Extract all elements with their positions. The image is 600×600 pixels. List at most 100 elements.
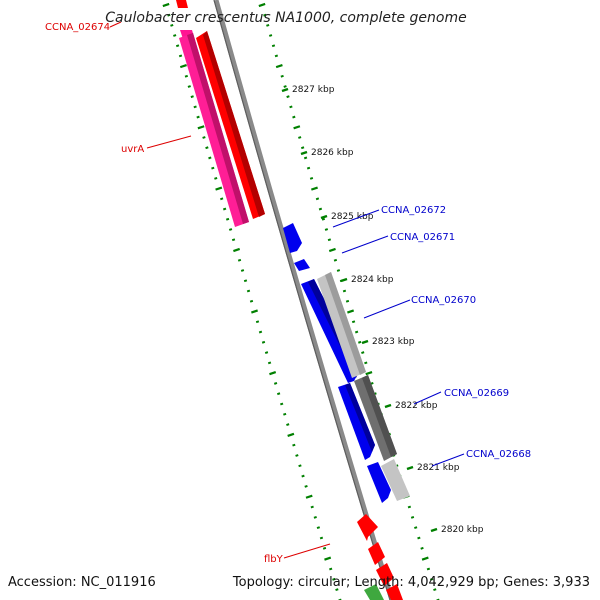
gene-label-ccna-02671[interactable]: CCNA_02671 bbox=[390, 232, 455, 243]
tick-mark bbox=[266, 23, 270, 27]
tick-mark bbox=[193, 105, 197, 109]
leader-ccna-02668 bbox=[431, 453, 465, 467]
tick-mark bbox=[410, 515, 415, 519]
tick-mark bbox=[420, 546, 424, 550]
tick-mark bbox=[231, 238, 236, 242]
tick-mark bbox=[258, 2, 266, 8]
tick-mark bbox=[167, 13, 171, 17]
tick-mark bbox=[329, 567, 333, 571]
kbp-tick-label: 2820 kbp bbox=[441, 525, 484, 535]
tick-mark bbox=[205, 146, 209, 150]
gene-feature-green[interactable] bbox=[364, 584, 384, 600]
accession-text: Accession: NC_011916 bbox=[8, 575, 156, 590]
tick-mark bbox=[251, 309, 258, 314]
tick-mark bbox=[335, 588, 339, 592]
tick-mark bbox=[315, 197, 320, 201]
tick-mark bbox=[283, 412, 287, 416]
gene-label-ccna-02674[interactable]: CCNA_02674 bbox=[45, 22, 110, 33]
gene-label-ccna-02672[interactable]: CCNA_02672 bbox=[381, 205, 446, 216]
tick-mark bbox=[286, 423, 290, 426]
gene-feature-ccna-02669[interactable] bbox=[338, 383, 375, 460]
kbp-tick-label: 2822 kbp bbox=[395, 401, 438, 411]
kbp-tick-label: 2821 kbp bbox=[417, 463, 460, 473]
tick-mark bbox=[310, 186, 318, 191]
gene-label-ccna-02670[interactable]: CCNA_02670 bbox=[411, 295, 476, 306]
tick-mark bbox=[269, 371, 277, 376]
tick-mark bbox=[309, 176, 314, 180]
gene-label-uvra[interactable]: uvrA bbox=[121, 144, 144, 155]
tick-mark bbox=[306, 166, 311, 170]
tick-mark bbox=[328, 247, 336, 253]
gene-feature-ccna-02668[interactable] bbox=[367, 462, 391, 503]
tick-mark bbox=[202, 136, 206, 139]
tick-mark bbox=[319, 536, 324, 540]
tick-mark bbox=[255, 320, 260, 324]
gene-label-flby[interactable]: flbY bbox=[264, 554, 284, 565]
tick-mark bbox=[211, 166, 215, 170]
kbp-tick-mark bbox=[320, 214, 328, 220]
tick-mark bbox=[276, 392, 281, 396]
gene-features bbox=[176, 0, 410, 600]
gene-feature-ccna-02672[interactable] bbox=[283, 223, 302, 253]
leader-ccna-02669 bbox=[413, 391, 442, 405]
tick-mark bbox=[179, 63, 187, 69]
tick-mark bbox=[289, 105, 293, 109]
tick-mark bbox=[322, 546, 327, 550]
tick-mark bbox=[310, 505, 314, 509]
tick-mark bbox=[414, 526, 418, 530]
tick-mark bbox=[228, 228, 233, 231]
tick-mark bbox=[208, 156, 212, 160]
tick-mark bbox=[301, 474, 305, 478]
gene-feature-ccna-02674-top[interactable] bbox=[176, 0, 188, 8]
gene-feature-red-small-3[interactable] bbox=[376, 563, 394, 586]
kbp-tick-mark bbox=[281, 87, 289, 93]
gene-feature-grey-dark-edge bbox=[362, 375, 397, 457]
label-leader-lines bbox=[109, 21, 465, 559]
tick-mark bbox=[258, 330, 263, 334]
gene-label-ccna-02669[interactable]: CCNA_02669 bbox=[444, 388, 509, 399]
tick-mark bbox=[184, 74, 189, 78]
tick-mark bbox=[225, 217, 230, 221]
gene-feature-grey-light-2[interactable] bbox=[381, 459, 410, 501]
tick-mark bbox=[240, 269, 245, 272]
tick-mark bbox=[354, 330, 359, 334]
gene-feature-red-small-2[interactable] bbox=[368, 542, 385, 565]
gene-feature-ccna-02669-shade bbox=[345, 383, 375, 452]
tick-mark bbox=[332, 577, 336, 581]
tick-mark bbox=[347, 309, 355, 314]
tick-mark bbox=[421, 556, 429, 561]
tick-mark bbox=[197, 125, 205, 130]
gene-label-ccna-02668[interactable]: CCNA_02668 bbox=[466, 449, 531, 460]
tick-mark bbox=[298, 136, 302, 139]
tick-mark bbox=[295, 454, 299, 457]
tick-mark bbox=[327, 238, 332, 242]
tick-mark bbox=[249, 299, 254, 303]
tick-mark bbox=[214, 176, 218, 180]
tick-mark bbox=[264, 351, 269, 354]
tick-mark bbox=[361, 351, 365, 354]
tick-mark bbox=[303, 156, 308, 160]
tick-mark bbox=[364, 361, 368, 365]
kbp-tick-mark bbox=[406, 465, 414, 471]
tick-mark bbox=[300, 146, 305, 150]
gene-feature-ccna-02671[interactable] bbox=[294, 259, 310, 271]
leader-ccna-02672 bbox=[332, 209, 380, 228]
gene-feature-flby[interactable] bbox=[357, 514, 378, 541]
kbp-tick-mark bbox=[340, 277, 348, 283]
tick-mark bbox=[293, 125, 301, 130]
genome-backbone-shade bbox=[213, 0, 391, 600]
tick-mark bbox=[261, 340, 266, 344]
gene-feature-red-small-4[interactable] bbox=[386, 584, 403, 600]
tick-mark bbox=[365, 371, 373, 376]
outer-tick-track bbox=[162, 2, 342, 600]
map-title: Caulobacter crescentus NA1000, complete … bbox=[105, 10, 466, 26]
tick-mark bbox=[287, 432, 295, 437]
tick-mark bbox=[273, 382, 278, 385]
tick-mark bbox=[342, 289, 347, 293]
tick-mark bbox=[316, 526, 321, 530]
tick-mark bbox=[318, 207, 323, 211]
tick-mark bbox=[433, 588, 437, 592]
tick-mark bbox=[407, 505, 412, 509]
